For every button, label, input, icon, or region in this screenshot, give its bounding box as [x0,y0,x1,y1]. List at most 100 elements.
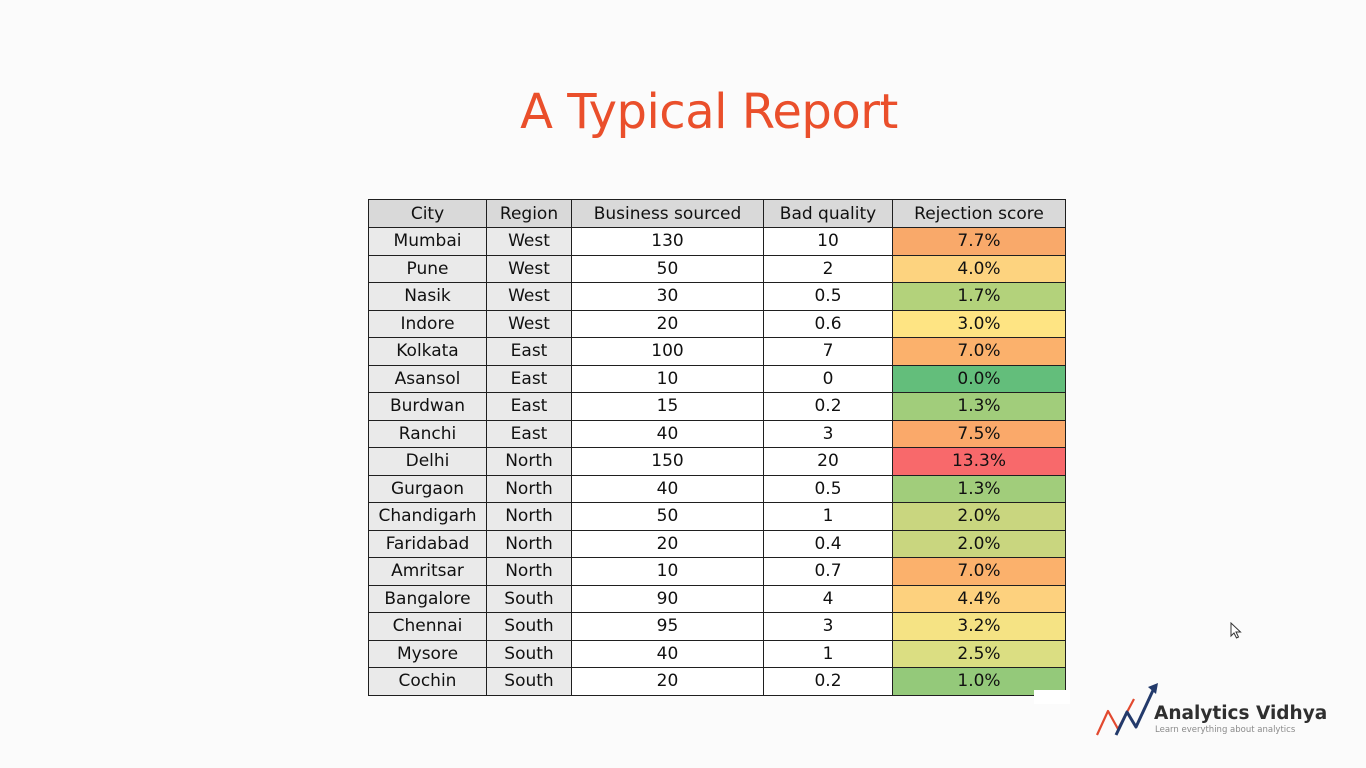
business-sourced-cell: 150 [571,447,764,476]
rejection-score-cell: 7.7% [892,227,1066,256]
bad-quality-cell: 3 [763,419,893,448]
analytics-vidhya-logo-mark-icon [1096,683,1158,736]
business-sourced-cell: 130 [571,227,764,256]
city-cell: Kolkata [368,337,487,366]
city-cell: Burdwan [368,392,487,421]
region-cell: North [486,474,572,503]
region-cell: East [486,392,572,421]
table-row: Chennai South 95 3 3.2% [368,612,1066,641]
business-sourced-cell: 100 [571,337,764,366]
table-row: Faridabad North 20 0.4 2.0% [368,529,1066,558]
table-row: Burdwan East 15 0.2 1.3% [368,392,1066,421]
region-cell: West [486,254,572,283]
city-cell: Chennai [368,612,487,641]
bad-quality-cell: 0.5 [763,474,893,503]
city-cell: Cochin [368,667,487,696]
business-sourced-cell: 50 [571,254,764,283]
table-header-row: City Region Business sourced Bad quality… [368,199,1066,228]
rejection-score-cell: 7.0% [892,557,1066,586]
table-row: Ranchi East 40 3 7.5% [368,419,1066,448]
region-cell: West [486,227,572,256]
column-header-rejection-score: Rejection score [892,199,1066,228]
column-header-business-sourced: Business sourced [571,199,764,228]
table-row: Cochin South 20 0.2 1.0% [368,667,1066,696]
city-cell: Ranchi [368,419,487,448]
bad-quality-cell: 0.6 [763,309,893,338]
region-cell: North [486,557,572,586]
rejection-score-cell: 1.7% [892,282,1066,311]
white-patch [1034,690,1070,704]
bad-quality-cell: 1 [763,502,893,531]
rejection-score-cell: 1.0% [892,667,1066,696]
business-sourced-cell: 20 [571,309,764,338]
bad-quality-cell: 1 [763,639,893,668]
bad-quality-cell: 0.2 [763,667,893,696]
bad-quality-cell: 7 [763,337,893,366]
table-row: Pune West 50 2 4.0% [368,254,1066,283]
bad-quality-cell: 10 [763,227,893,256]
business-sourced-cell: 95 [571,612,764,641]
city-cell: Mysore [368,639,487,668]
table-row: Kolkata East 100 7 7.0% [368,337,1066,366]
business-sourced-cell: 20 [571,667,764,696]
region-cell: East [486,337,572,366]
column-header-bad-quality: Bad quality [763,199,893,228]
region-cell: East [486,419,572,448]
table-row: Indore West 20 0.6 3.0% [368,309,1066,338]
bad-quality-cell: 0.4 [763,529,893,558]
table-row: Bangalore South 90 4 4.4% [368,584,1066,613]
bad-quality-cell: 0.2 [763,392,893,421]
rejection-score-cell: 3.0% [892,309,1066,338]
analytics-vidhya-logo: Analytics Vidhya Learn everything about … [1094,680,1334,740]
column-header-city: City [368,199,487,228]
bad-quality-cell: 4 [763,584,893,613]
bad-quality-cell: 0.7 [763,557,893,586]
business-sourced-cell: 10 [571,557,764,586]
bad-quality-cell: 3 [763,612,893,641]
region-cell: West [486,282,572,311]
table-row: Gurgaon North 40 0.5 1.3% [368,474,1066,503]
rejection-score-cell: 1.3% [892,474,1066,503]
city-cell: Chandigarh [368,502,487,531]
rejection-score-cell: 2.0% [892,502,1066,531]
city-cell: Mumbai [368,227,487,256]
rejection-score-cell: 3.2% [892,612,1066,641]
rejection-score-cell: 7.5% [892,419,1066,448]
rejection-score-cell: 4.0% [892,254,1066,283]
business-sourced-cell: 40 [571,419,764,448]
bad-quality-cell: 2 [763,254,893,283]
city-cell: Faridabad [368,529,487,558]
bad-quality-cell: 0.5 [763,282,893,311]
region-cell: South [486,584,572,613]
rejection-score-cell: 0.0% [892,364,1066,393]
city-cell: Gurgaon [368,474,487,503]
business-sourced-cell: 30 [571,282,764,311]
table-row: Mysore South 40 1 2.5% [368,639,1066,668]
bad-quality-cell: 20 [763,447,893,476]
table-row: Nasik West 30 0.5 1.7% [368,282,1066,311]
rejection-score-cell: 1.3% [892,392,1066,421]
business-sourced-cell: 20 [571,529,764,558]
table-body: Mumbai West 130 10 7.7% Pune West 50 2 4.0% Nasik W… [368,227,1066,696]
business-sourced-cell: 40 [571,474,764,503]
business-sourced-cell: 15 [571,392,764,421]
slide-title: A Typical Report [520,84,898,140]
city-cell: Delhi [368,447,487,476]
mouse-pointer-icon [1230,622,1242,639]
column-header-region: Region [486,199,572,228]
report-table: City Region Business sourced Bad quality… [368,199,1066,696]
logo-name: Analytics Vidhya [1154,703,1328,724]
region-cell: South [486,639,572,668]
rejection-score-cell: 4.4% [892,584,1066,613]
city-cell: Bangalore [368,584,487,613]
rejection-score-cell: 7.0% [892,337,1066,366]
business-sourced-cell: 50 [571,502,764,531]
table-row: Mumbai West 130 10 7.7% [368,227,1066,256]
region-cell: North [486,447,572,476]
bad-quality-cell: 0 [763,364,893,393]
table-row: Amritsar North 10 0.7 7.0% [368,557,1066,586]
region-cell: South [486,612,572,641]
table-row: Delhi North 150 20 13.3% [368,447,1066,476]
rejection-score-cell: 2.5% [892,639,1066,668]
city-cell: Amritsar [368,557,487,586]
